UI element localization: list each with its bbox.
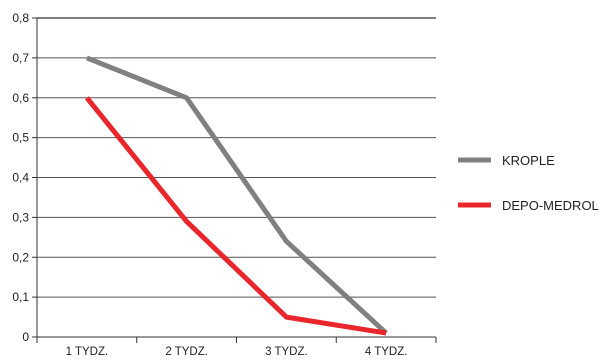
y-tick-label: 0,6 — [12, 91, 29, 105]
y-tick-label: 0,1 — [12, 290, 29, 304]
series-line-krople — [85, 55, 388, 335]
x-axis-ticks: 1 TYDZ. 2 TYDZ. 3 TYDZ. 4 TYDZ. — [36, 337, 437, 358]
series-lines — [84, 55, 388, 336]
series-line-depo-medrol — [84, 96, 387, 336]
legend-label: KROPLE — [502, 153, 555, 168]
y-tick-label: 0,7 — [12, 51, 29, 65]
x-tick-label: 3 TYDZ. — [265, 346, 308, 358]
x-tick-label: 2 TYDZ. — [165, 346, 208, 358]
y-tick-label: 0,2 — [12, 250, 29, 264]
y-axis-ticks: 0 0,1 0,2 0,3 0,4 0,5 0,6 0,7 0,8 — [12, 11, 37, 344]
x-tick-label: 4 TYDZ. — [365, 346, 408, 358]
x-tick-label: 1 TYDZ. — [66, 346, 109, 358]
y-tick-label: 0,8 — [12, 11, 29, 25]
y-tick-label: 0,4 — [12, 171, 29, 185]
y-tick-label: 0,5 — [12, 131, 29, 145]
y-tick-label: 0,3 — [12, 210, 29, 224]
legend-label: DEPO-MEDROL — [502, 198, 599, 213]
y-tick-label: 0 — [22, 330, 29, 344]
legend: KROPLE DEPO-MEDROL — [458, 153, 599, 213]
gridlines — [37, 17, 436, 298]
